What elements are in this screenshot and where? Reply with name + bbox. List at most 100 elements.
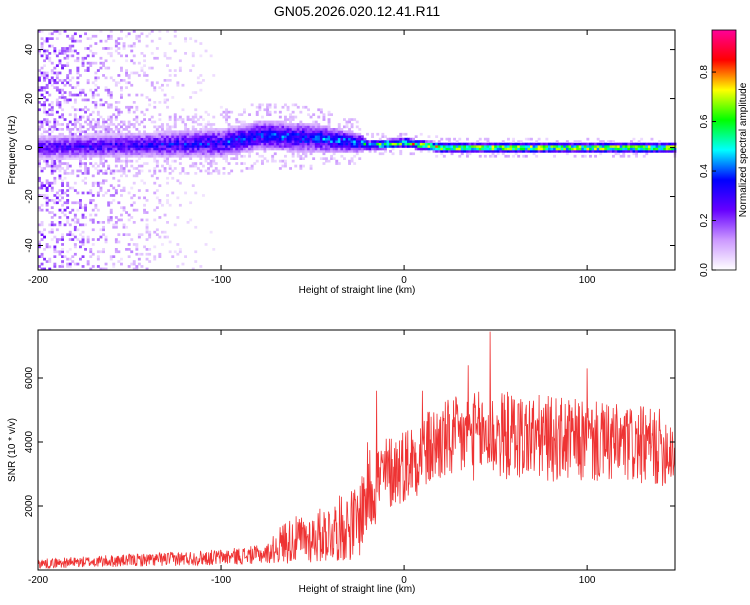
heatmap-cell	[84, 223, 87, 227]
heatmap-cell	[343, 132, 346, 136]
heatmap-cell	[617, 145, 621, 148]
heatmap-cell	[450, 147, 454, 151]
heatmap-cell	[38, 69, 41, 72]
heatmap-cell	[161, 145, 164, 148]
heatmap-cell	[132, 101, 136, 104]
heatmap-cell	[40, 42, 44, 45]
heatmap-cell	[622, 142, 626, 146]
heatmap-cell	[286, 142, 290, 146]
heatmap-cell	[332, 157, 336, 160]
heatmap-cell	[537, 145, 541, 148]
heatmap-cell	[94, 79, 98, 82]
heatmap-cell	[378, 140, 382, 143]
heatmap-cell	[127, 147, 131, 151]
heatmap-cell	[499, 142, 503, 146]
heatmap-cell	[96, 118, 100, 121]
heatmap-cell	[483, 150, 487, 153]
heatmap-cell	[589, 154, 592, 158]
heatmap-cell	[61, 108, 64, 112]
heatmap-cell	[524, 150, 528, 153]
heatmap-cell	[86, 154, 90, 158]
heatmap-cell	[460, 142, 464, 146]
heatmap-cell	[61, 81, 64, 85]
heatmap-cell	[196, 142, 200, 146]
heatmap-cell	[294, 142, 298, 146]
heatmap-cell	[263, 147, 267, 151]
heatmap-cell	[76, 145, 80, 148]
heatmap-cell	[637, 145, 641, 148]
heatmap-cell	[184, 145, 187, 148]
heatmap-cell	[40, 145, 44, 148]
heatmap-cell	[204, 135, 208, 138]
heatmap-cell	[376, 147, 380, 151]
heatmap-cell	[212, 137, 216, 141]
heatmap-cell	[61, 47, 64, 50]
heatmap-cell	[350, 123, 354, 126]
heatmap-cell	[158, 130, 162, 134]
heatmap-cell	[102, 154, 105, 158]
heatmap-cell	[130, 186, 134, 190]
heatmap-cell	[286, 132, 290, 136]
heatmap-cell	[353, 140, 357, 143]
heatmap-cell	[148, 147, 152, 151]
heatmap-cell	[276, 132, 280, 136]
heatmap-cell	[322, 128, 326, 131]
heatmap-cell	[68, 93, 72, 97]
heatmap-cell	[53, 159, 57, 163]
heatmap-cell	[289, 120, 292, 124]
heatmap-cell	[348, 150, 351, 153]
heatmap-cell	[355, 147, 359, 151]
heatmap-cell	[102, 248, 105, 251]
heatmap-cell	[237, 113, 241, 116]
heatmap-cell	[117, 135, 121, 138]
heatmap-cell	[458, 145, 462, 148]
colorbar-tick-label: 0.4	[699, 164, 710, 178]
heatmap-cell	[89, 152, 93, 156]
heatmap-cell	[589, 150, 592, 153]
heatmap-cell	[94, 206, 98, 209]
heatmap-cell	[225, 120, 228, 124]
heatmap-cell	[284, 103, 287, 107]
heatmap-cell	[61, 96, 64, 99]
heatmap-cell	[263, 145, 267, 148]
heatmap-cell	[568, 147, 572, 151]
heatmap-cell	[237, 137, 241, 141]
heatmap-cell	[79, 130, 82, 134]
heatmap-cell	[642, 145, 646, 148]
heatmap-cell	[240, 137, 244, 141]
heatmap-cell	[294, 123, 298, 126]
heatmap-cell	[581, 154, 585, 158]
heatmap-cell	[61, 145, 64, 148]
heatmap-cell	[53, 79, 57, 82]
heatmap-cell	[71, 44, 75, 48]
heatmap-cell	[68, 154, 72, 158]
heatmap-cell	[586, 147, 590, 151]
heatmap-cell	[40, 71, 44, 75]
heatmap-cell	[253, 132, 257, 136]
heatmap-cell	[296, 140, 300, 143]
heatmap-cell	[145, 44, 149, 48]
heatmap-cell	[225, 108, 228, 112]
heatmap-cell	[40, 123, 44, 126]
heatmap-cell	[284, 145, 287, 148]
heatmap-cell	[337, 125, 341, 129]
heatmap-cell	[327, 147, 331, 151]
heatmap-cell	[253, 120, 257, 124]
heatmap-cell	[135, 267, 139, 271]
heatmap-cell	[202, 142, 205, 146]
heatmap-cell	[66, 81, 70, 85]
heatmap-cell	[258, 135, 262, 138]
heatmap-cell	[50, 103, 54, 107]
heatmap-cell	[53, 154, 57, 158]
heatmap-cell	[91, 140, 95, 143]
heatmap-cell	[58, 145, 62, 148]
heatmap-cell	[55, 30, 59, 33]
heatmap-cell	[66, 49, 70, 53]
heatmap-cell	[512, 142, 515, 146]
heatmap-cell	[261, 103, 264, 107]
heatmap-cell	[40, 252, 44, 256]
heatmap-cell	[483, 147, 487, 151]
heatmap-cell	[38, 52, 41, 55]
heatmap-cell	[173, 140, 177, 143]
